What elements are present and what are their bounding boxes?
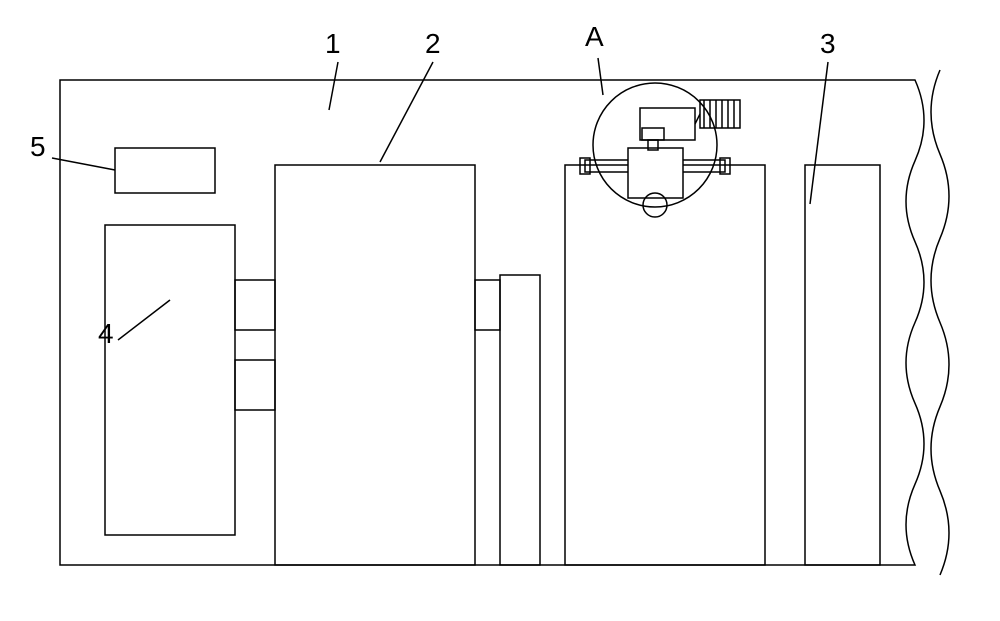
label-4: 4	[98, 318, 114, 350]
technical-diagram	[0, 0, 1000, 621]
label-3: 3	[820, 28, 836, 60]
label-5: 5	[30, 131, 46, 163]
label-2: 2	[425, 28, 441, 60]
label-A: A	[585, 21, 604, 53]
label-1: 1	[325, 28, 341, 60]
